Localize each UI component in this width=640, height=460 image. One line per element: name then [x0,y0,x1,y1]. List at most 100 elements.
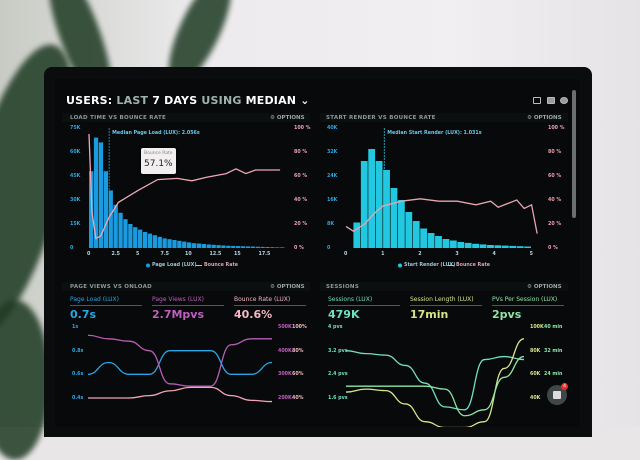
y-axis-tick: 32K [327,150,338,155]
histogram-bar [509,245,517,248]
histogram-bar [123,219,128,248]
y3-axis-tick: 40% [292,396,304,401]
kpi-divider [152,305,224,306]
charts-canvas [87,128,538,427]
histogram-bar [360,161,368,248]
histogram-bar [245,246,251,248]
histogram-bar [196,243,202,248]
legend-item: Bounce Rate [456,263,491,268]
kpi-label: Bounce Rate (LUX) [234,296,291,303]
histogram-bar [98,142,104,248]
histogram-bar [250,246,255,248]
histogram-bar [353,222,361,248]
chat-button[interactable] [547,385,567,405]
histogram-bar [93,137,99,248]
histogram-bar [427,233,435,248]
y3-axis-tick: 32 min [544,348,563,354]
title-part: LAST [116,94,149,107]
options-button[interactable]: ⚙ OPTIONS [527,284,562,290]
histogram-bar [113,204,118,248]
dashboard-screen [55,79,580,427]
histogram-bar [187,242,192,248]
y-axis-tick: 24K [327,174,338,179]
histogram-bar [211,244,216,248]
y-axis-tick: 8K [327,222,335,227]
x-axis-tick: 2 [418,252,422,257]
y2-axis-tick: 40K [530,396,541,401]
series-line [345,338,525,427]
title-part: USING [201,94,242,107]
help-icon[interactable] [560,97,568,104]
chat-icon [553,391,561,399]
kpi-value: 2.7Mpvs [152,308,205,321]
histogram-bar [524,246,531,248]
y3-axis-tick: 60% [292,372,304,378]
y3-axis-tick: 100% [292,325,307,330]
histogram-bar [435,236,442,248]
histogram-bar [103,171,108,248]
tooltip-label: Bounce Rate [144,151,173,156]
y-axis-tick: 40K [327,126,338,131]
y2-axis-tick: 0 % [294,246,304,251]
y2-axis-tick: 300K [278,372,292,378]
histogram-bar [516,246,524,248]
kpi-label: Session Length (LUX) [410,296,474,303]
x-axis-tick: 1 [381,252,385,257]
y-axis-tick: 30K [70,198,81,203]
legend-marker [398,263,402,268]
y2-axis-tick: 20 % [548,222,562,227]
histogram-bar [457,242,465,248]
histogram-bar [375,161,383,248]
histogram-bar [255,246,260,248]
y2-axis-tick: 40 % [294,198,308,203]
histogram-bar [494,245,502,248]
tooltip: Bounce Rate 57.1% [141,148,176,174]
options-button[interactable]: ⚙ OPTIONS [270,115,305,121]
y-axis-tick: 0.4s [72,396,84,401]
scrollbar[interactable] [572,90,576,218]
options-label: OPTIONS [276,284,305,290]
histogram-bar [270,247,275,248]
series-line [87,334,272,387]
histogram-bar [142,232,148,248]
histogram-bar [167,239,172,248]
options-button[interactable]: ⚙ OPTIONS [270,284,305,290]
y-axis-tick: 2.4 pvs [328,372,348,378]
y-axis-tick: 0 [327,246,331,251]
x-axis-tick: 12.5 [209,252,222,257]
y2-axis-tick: 0 % [548,246,558,251]
y3-axis-tick: 80% [292,348,304,354]
median-label: Median Page Load (LUX): 2.056s [112,131,200,136]
chevron-down-icon[interactable]: ⌄ [300,94,310,107]
histogram-bar [216,245,221,248]
histogram-bar [487,245,494,248]
histogram-bar [479,244,487,248]
y-axis-tick: 0.6s [72,372,84,378]
series-line [87,350,273,375]
histogram-bar [405,212,413,248]
title-part: 7 DAYS [152,94,198,107]
kpi-value: 479K [328,308,360,321]
y-axis-tick: 1s [72,325,79,330]
y-axis-tick: 0 [70,246,74,251]
histogram-bar [449,240,457,248]
histogram-bar [89,171,94,248]
bounce-rate-line [88,133,281,240]
monitor-icon[interactable] [533,97,541,104]
y2-axis-tick: 60K [530,372,541,378]
chart-icon[interactable] [547,97,555,104]
options-button[interactable]: ⚙ OPTIONS [527,115,562,121]
y-axis-tick: 60K [70,150,81,155]
histogram-bar [201,244,206,248]
dashboard-title[interactable]: USERS: LAST 7 DAYS USING MEDIAN ⌄ [66,94,310,107]
histogram-bar [501,245,509,248]
y3-axis-tick: 40 min [544,325,563,330]
y3-axis-tick: 24 min [544,372,563,378]
histogram-bar [231,245,236,248]
y-axis-tick: 1.6 pvs [328,396,348,401]
histogram-bar [172,240,177,248]
title-part: USERS: [66,94,113,107]
y-axis-tick: 16K [327,198,338,203]
x-axis-tick: 10 [185,252,192,257]
y2-axis-tick: 100 % [548,126,565,131]
